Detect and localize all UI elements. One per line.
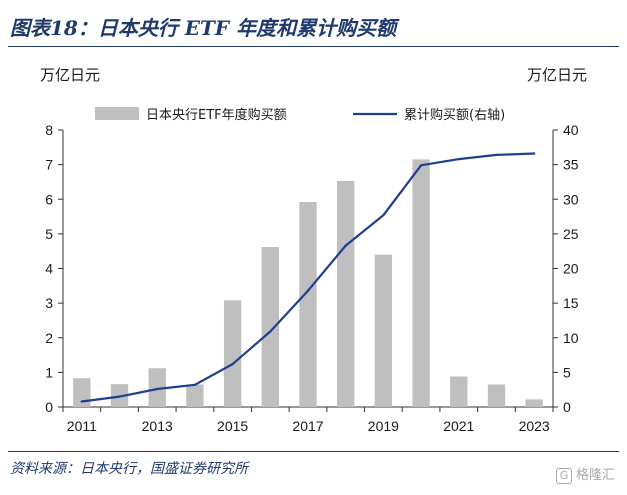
etf-purchase-chart: 0 1 2 3 4 5 6 7 8 0 5 10 15 20 25 30 35 40 2011 2013 2015 201… — [45, 107, 579, 434]
bar-2013 — [148, 368, 166, 407]
title-divider — [8, 46, 619, 47]
right-tick-label: 5 — [563, 364, 571, 380]
left-tick-label: 8 — [45, 122, 53, 138]
bar-2017 — [299, 202, 317, 407]
bar-2015 — [223, 300, 242, 407]
x-tick-label: 2013 — [142, 418, 173, 434]
line-point-2014 — [193, 383, 197, 387]
figure-title: 图表18：日本央行 ETF 年度和累计购买额 — [10, 16, 397, 40]
line-point-2018 — [344, 244, 347, 247]
x-tick-label: 2023 — [519, 418, 550, 434]
bar-2021 — [450, 376, 468, 407]
line-point-2019 — [382, 213, 385, 217]
right-tick-label: 10 — [563, 330, 579, 346]
line-point-2012 — [118, 395, 121, 398]
x-tick-label: 2019 — [368, 418, 399, 434]
cumulative-purchase-line — [80, 152, 536, 403]
bar-2016 — [261, 247, 279, 407]
watermark-text: 格隆汇 — [575, 468, 615, 483]
left-axis-unit: 万亿日元 — [40, 66, 101, 84]
x-tick-label: 2017 — [292, 418, 323, 434]
bar-2018 — [337, 180, 355, 407]
source-note: 资料来源：日本央行，国盛证券研究所 — [10, 461, 248, 477]
right-tick-label: 40 — [563, 122, 579, 138]
source-divider — [8, 451, 619, 452]
line-point-2022 — [495, 153, 498, 157]
line-point-2016 — [269, 330, 272, 333]
right-axis-unit: 万亿日元 — [526, 66, 587, 84]
right-tick-label: 30 — [563, 191, 579, 207]
x-tick-label: 2021 — [443, 418, 474, 434]
right-tick-label: 25 — [563, 226, 579, 242]
annual-purchase-bars — [73, 159, 543, 407]
legend-bar-swatch — [95, 107, 139, 120]
left-tick-label: 4 — [45, 261, 53, 277]
x-tick-label: 2011 — [67, 418, 97, 434]
legend-line-label: 累计购买额(右轴) — [404, 107, 505, 123]
right-tick-label: 20 — [563, 261, 579, 277]
line-point-2011 — [80, 400, 84, 403]
right-tick-label: 15 — [563, 295, 579, 311]
left-tick-label: 0 — [45, 399, 53, 415]
left-tick-label: 6 — [45, 191, 53, 207]
bar-2011 — [73, 378, 91, 407]
line-point-2017 — [306, 289, 310, 292]
line-point-2015 — [231, 362, 234, 366]
bar-2022 — [487, 384, 506, 407]
left-tick-label: 5 — [45, 226, 53, 242]
right-tick-label: 35 — [563, 157, 579, 173]
chart-axes: 0 1 2 3 4 5 6 7 8 0 5 10 15 20 25 30 35 40 2011 2013 2015 201… — [45, 122, 579, 434]
bar-2019 — [374, 254, 393, 407]
bar-2023 — [525, 399, 543, 407]
left-tick-label: 3 — [45, 295, 53, 311]
x-tick-label: 2015 — [217, 418, 248, 434]
line-point-2013 — [156, 387, 159, 391]
watermark: G 格隆汇 — [555, 464, 615, 484]
line-point-2021 — [457, 157, 460, 161]
bar-2020 — [412, 159, 430, 407]
watermark-logo-icon: G — [555, 467, 572, 484]
line-point-2020 — [419, 164, 423, 167]
chart-legend: 日本央行ETF年度购买额 累计购买额(右轴) — [95, 107, 505, 123]
bar-2014 — [186, 384, 204, 407]
right-tick-label: 0 — [563, 399, 571, 415]
legend-bar-label: 日本央行ETF年度购买额 — [146, 107, 287, 123]
left-tick-label: 2 — [45, 330, 53, 346]
left-tick-label: 7 — [45, 157, 53, 173]
left-tick-label: 1 — [45, 364, 53, 380]
line-point-2023 — [532, 152, 536, 155]
